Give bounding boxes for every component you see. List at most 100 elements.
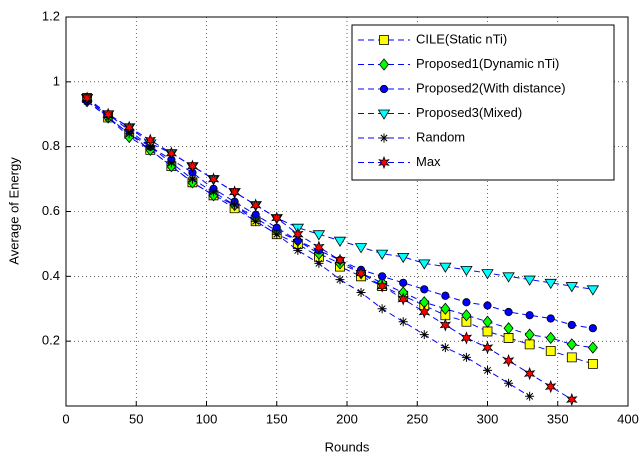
marker: [419, 330, 429, 340]
marker: [504, 307, 513, 317]
marker: [209, 187, 219, 197]
marker: [312, 230, 326, 241]
marker: [228, 185, 241, 199]
marker: [483, 301, 492, 310]
marker: [461, 309, 472, 322]
marker: [441, 291, 450, 300]
marker: [587, 358, 598, 369]
marker: [81, 91, 93, 105]
marker: [566, 352, 577, 363]
legend-label: Max: [416, 154, 441, 169]
legend-marker: [379, 84, 389, 94]
marker: [566, 338, 577, 351]
x-tick-label: 200: [336, 411, 358, 426]
marker: [249, 198, 262, 212]
marker: [524, 339, 535, 350]
marker: [251, 216, 261, 226]
marker: [525, 391, 535, 401]
marker: [251, 210, 260, 219]
marker: [440, 343, 450, 353]
marker: [293, 245, 303, 255]
x-tick-label: 50: [129, 411, 143, 426]
marker: [525, 311, 534, 320]
legend-label: Proposed1(Dynamic nTi): [416, 56, 559, 71]
marker: [187, 174, 197, 184]
marker: [523, 366, 536, 381]
y-tick-label: 1.2: [42, 8, 60, 23]
marker: [461, 352, 471, 362]
marker: [270, 211, 283, 225]
y-tick-label: 0.6: [42, 203, 60, 218]
legend-box: [351, 24, 615, 181]
x-tick-label: 250: [406, 411, 428, 426]
marker: [544, 379, 557, 394]
marker: [376, 279, 388, 293]
marker: [396, 252, 410, 264]
marker: [334, 253, 346, 267]
marker: [165, 146, 178, 160]
marker: [545, 331, 556, 345]
marker: [186, 159, 199, 173]
x-tick-label: 150: [266, 411, 288, 426]
marker: [418, 305, 431, 319]
marker: [481, 340, 494, 355]
x-axis-label: Rounds: [325, 439, 370, 454]
y-tick-label: 0.8: [42, 138, 60, 153]
marker: [418, 259, 431, 270]
marker: [166, 158, 176, 168]
x-tick-label: 100: [196, 411, 218, 426]
marker: [420, 285, 429, 294]
marker: [399, 278, 408, 287]
legend-marker: [379, 133, 389, 143]
marker: [123, 120, 135, 134]
marker: [503, 333, 514, 343]
marker: [439, 318, 452, 332]
marker: [462, 298, 471, 307]
marker: [354, 243, 368, 254]
y-axis-label: Average of Energy: [6, 157, 21, 265]
y-tick-label: 1: [53, 73, 60, 88]
marker: [546, 314, 555, 323]
marker: [460, 265, 473, 277]
marker: [313, 240, 325, 254]
marker: [102, 107, 114, 121]
marker: [482, 315, 493, 328]
marker: [544, 278, 557, 290]
y-tick-label: 0.4: [42, 268, 60, 283]
marker: [545, 345, 556, 356]
series-line: [86, 100, 530, 397]
marker: [272, 229, 282, 239]
marker: [586, 285, 600, 296]
marker: [587, 341, 598, 354]
marker: [356, 288, 366, 298]
marker: [397, 292, 409, 306]
y-tick-label: 0.2: [42, 333, 60, 348]
x-tick-label: 400: [617, 411, 639, 426]
legend-label: CILE(Static nTi): [416, 31, 507, 46]
marker: [460, 331, 473, 345]
legend-label: Proposed2(With distance): [416, 80, 566, 95]
marker: [502, 272, 515, 283]
marker: [355, 266, 367, 280]
marker: [567, 320, 576, 330]
marker: [398, 317, 408, 327]
marker: [378, 272, 387, 281]
marker: [439, 262, 452, 273]
marker: [565, 282, 579, 293]
marker: [144, 133, 157, 147]
marker: [230, 200, 240, 210]
marker: [504, 378, 514, 388]
x-tick-label: 300: [477, 411, 499, 426]
marker: [207, 172, 220, 186]
marker: [523, 275, 536, 286]
marker: [482, 326, 493, 337]
x-tick-label: 0: [62, 411, 69, 426]
x-tick-label: 350: [547, 411, 569, 426]
marker: [314, 258, 324, 268]
plot-frame: [65, 16, 629, 407]
legend-label: Proposed3(Mixed): [416, 105, 522, 120]
marker: [481, 269, 494, 280]
legend-label: Random: [416, 129, 465, 144]
marker: [272, 223, 281, 232]
